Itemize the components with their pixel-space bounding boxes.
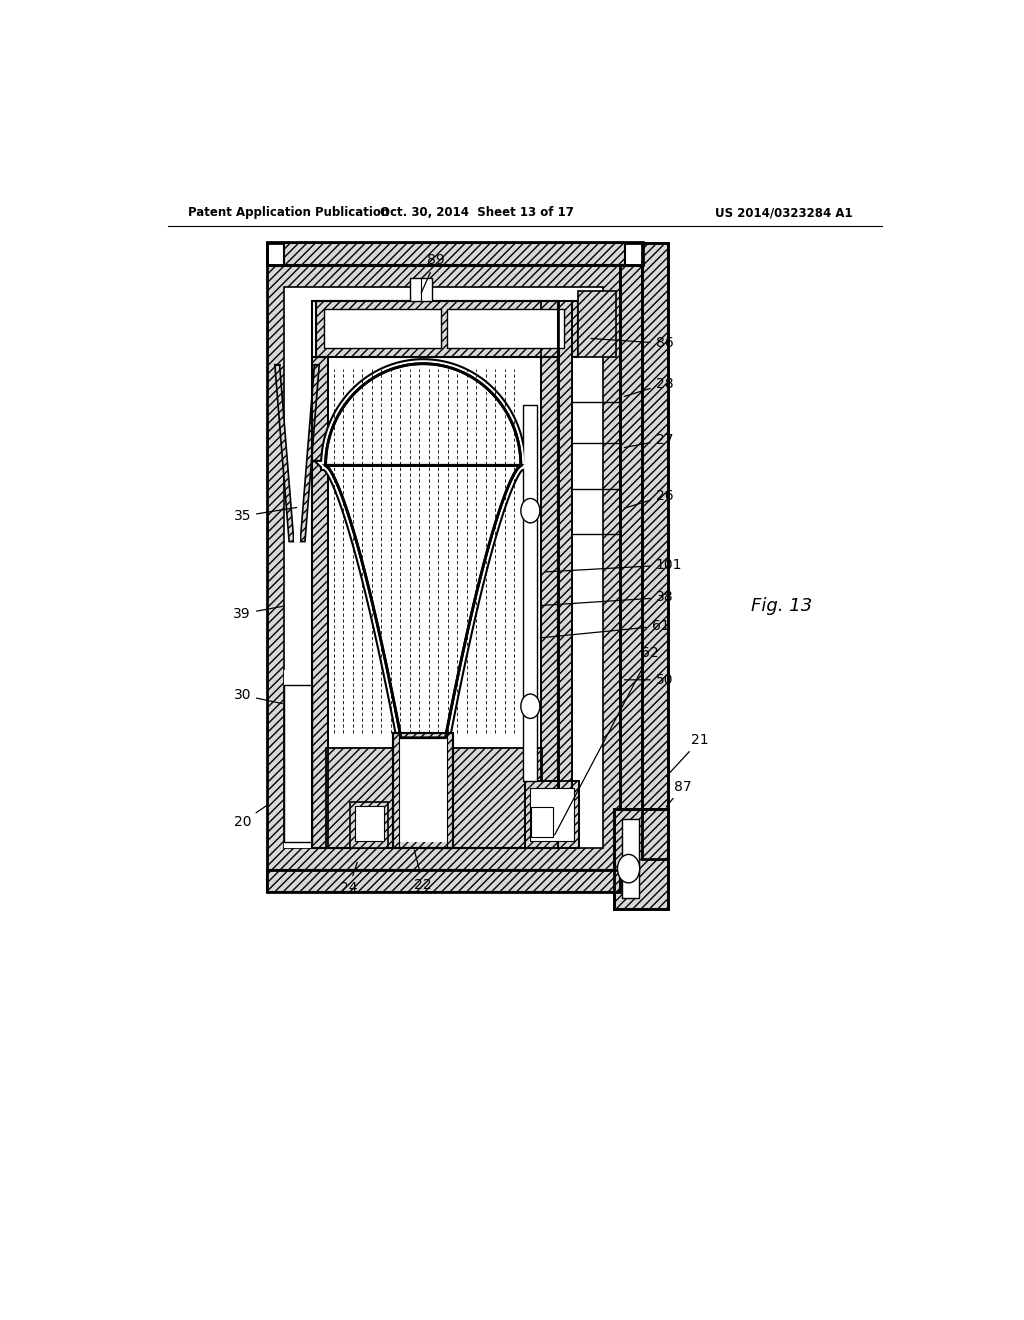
- Bar: [285, 243, 625, 265]
- Text: 27: 27: [625, 433, 673, 447]
- Text: 62: 62: [555, 647, 659, 834]
- Bar: [613, 809, 668, 908]
- Bar: [524, 781, 579, 847]
- Text: 24: 24: [340, 862, 357, 895]
- Polygon shape: [326, 364, 521, 738]
- Bar: [541, 301, 558, 788]
- Bar: [541, 301, 558, 788]
- Text: 21: 21: [667, 733, 709, 776]
- Text: Fig. 13: Fig. 13: [751, 597, 812, 615]
- Text: 20: 20: [233, 805, 267, 829]
- Bar: [529, 788, 574, 841]
- Bar: [642, 243, 668, 859]
- Bar: [355, 805, 384, 841]
- Text: Patent Application Publication: Patent Application Publication: [187, 206, 389, 219]
- Bar: [312, 301, 558, 847]
- Text: 22: 22: [415, 850, 432, 892]
- Bar: [350, 801, 388, 847]
- Text: 61: 61: [541, 619, 670, 638]
- Bar: [393, 733, 454, 847]
- Bar: [620, 265, 642, 870]
- Polygon shape: [300, 364, 319, 541]
- Text: 86: 86: [591, 337, 674, 350]
- Bar: [312, 356, 328, 847]
- Bar: [531, 807, 553, 837]
- Polygon shape: [326, 364, 521, 738]
- Bar: [620, 265, 642, 870]
- Bar: [399, 738, 447, 842]
- Bar: [312, 356, 328, 847]
- Text: US 2014/0323284 A1: US 2014/0323284 A1: [715, 206, 853, 219]
- Bar: [393, 733, 454, 847]
- Bar: [523, 405, 538, 781]
- Text: 28: 28: [625, 378, 674, 396]
- Bar: [267, 870, 621, 892]
- Bar: [622, 818, 639, 899]
- Text: 87: 87: [667, 780, 691, 807]
- Bar: [285, 685, 312, 842]
- Bar: [524, 781, 579, 847]
- Bar: [559, 301, 571, 788]
- Bar: [447, 309, 563, 348]
- Text: 89: 89: [421, 253, 444, 293]
- Bar: [559, 301, 571, 788]
- Text: 101: 101: [545, 558, 682, 572]
- Circle shape: [617, 854, 640, 883]
- Bar: [578, 290, 616, 356]
- Polygon shape: [294, 364, 300, 541]
- Polygon shape: [274, 364, 294, 541]
- Text: 26: 26: [625, 488, 674, 508]
- Bar: [327, 748, 543, 847]
- Bar: [267, 242, 643, 265]
- Circle shape: [521, 499, 540, 523]
- Text: Oct. 30, 2014  Sheet 13 of 17: Oct. 30, 2014 Sheet 13 of 17: [380, 206, 574, 219]
- Text: 50: 50: [625, 673, 673, 686]
- Circle shape: [521, 694, 540, 718]
- Bar: [285, 669, 312, 847]
- Bar: [267, 243, 642, 265]
- Text: 35: 35: [233, 507, 297, 523]
- Polygon shape: [326, 364, 521, 738]
- Text: 30: 30: [233, 688, 283, 704]
- Bar: [267, 265, 621, 870]
- Text: 39: 39: [233, 606, 284, 620]
- Bar: [642, 243, 668, 859]
- Bar: [285, 288, 602, 847]
- Text: 38: 38: [542, 590, 674, 606]
- Bar: [410, 279, 432, 301]
- Bar: [267, 870, 621, 892]
- Bar: [324, 309, 440, 348]
- Bar: [613, 809, 668, 908]
- Bar: [316, 301, 578, 356]
